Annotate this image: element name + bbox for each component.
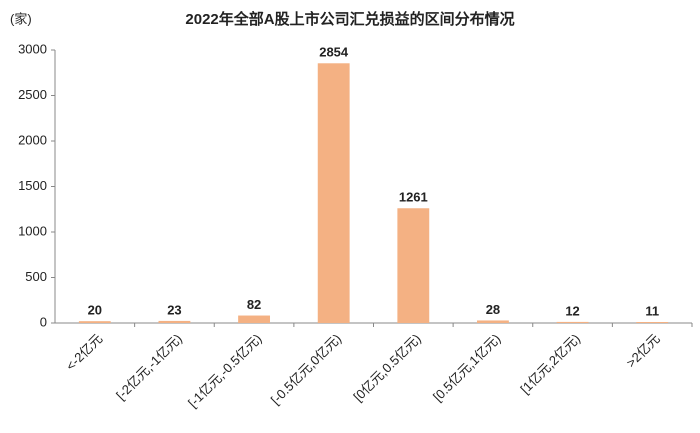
y-axis-label: (家) [10,11,32,26]
y-tick-label: 3000 [18,41,47,56]
bar [158,320,191,323]
y-tick-label: 0 [40,314,47,329]
y-tick-label: 1500 [18,178,47,193]
y-tick-label: 1000 [18,223,47,238]
x-tick-label: [-2亿元,-1亿元) [113,331,185,403]
bar [636,321,669,323]
x-tick-label: >2亿元 [623,331,662,370]
value-label: 23 [167,302,181,317]
x-tick-label: [0.5亿元,1亿元) [430,331,503,404]
bar [477,320,509,323]
value-label: 20 [88,303,102,318]
x-tick-label: [-0.5亿元,0亿元) [268,331,345,408]
value-label: 11 [645,303,659,318]
y-tick-label: 500 [25,269,47,284]
bar [78,321,111,323]
value-label: 12 [565,303,579,318]
bar [317,63,350,323]
y-tick-label: 2500 [18,87,47,102]
value-label: 28 [486,302,500,317]
chart-title: 2022年全部A股上市公司汇兑损益的区间分布情况 [185,10,514,28]
value-label: 2854 [319,45,349,60]
bar [397,208,430,323]
x-tick-label: [0亿元,0.5亿元) [350,331,423,404]
x-tick-label: <-2亿元 [63,331,106,374]
value-label: 82 [247,297,261,312]
x-tick-label: [-1亿元,-0.5亿元) [185,331,265,411]
bar [556,321,589,323]
x-tick-label: [1亿元,2亿元) [517,331,583,397]
bar [238,315,270,323]
value-label: 1261 [399,190,428,205]
y-tick-label: 2000 [18,132,47,147]
